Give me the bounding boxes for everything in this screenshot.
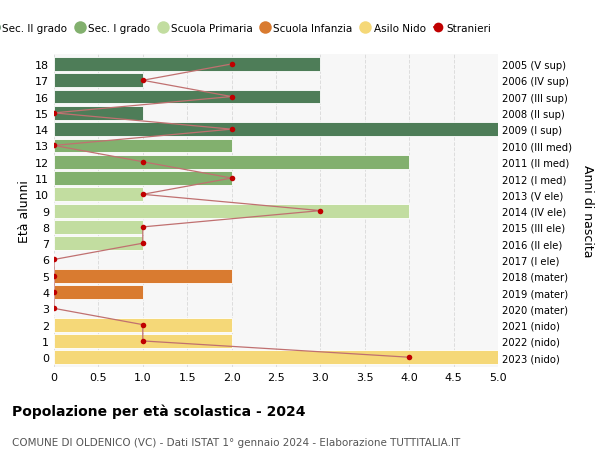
Y-axis label: Età alunni: Età alunni — [18, 180, 31, 242]
Text: Popolazione per età scolastica - 2024: Popolazione per età scolastica - 2024 — [12, 404, 305, 419]
Point — [49, 273, 59, 280]
Bar — [54, 172, 232, 185]
Point — [49, 305, 59, 312]
Y-axis label: Anni di nascita: Anni di nascita — [581, 165, 593, 257]
Bar — [54, 237, 143, 251]
Bar — [54, 204, 409, 218]
Point — [49, 110, 59, 117]
Point — [138, 337, 148, 345]
Bar — [54, 156, 409, 169]
Point — [227, 61, 236, 68]
Point — [138, 159, 148, 166]
Point — [49, 142, 59, 150]
Text: COMUNE DI OLDENICO (VC) - Dati ISTAT 1° gennaio 2024 - Elaborazione TUTTITALIA.I: COMUNE DI OLDENICO (VC) - Dati ISTAT 1° … — [12, 437, 460, 447]
Point — [49, 289, 59, 296]
Point — [227, 126, 236, 134]
Point — [138, 240, 148, 247]
Bar — [54, 58, 320, 72]
Point — [404, 354, 414, 361]
Bar — [54, 269, 232, 283]
Point — [138, 224, 148, 231]
Bar — [54, 90, 320, 104]
Bar — [54, 334, 232, 348]
Bar — [54, 123, 498, 137]
Bar — [54, 188, 143, 202]
Point — [138, 191, 148, 199]
Point — [227, 175, 236, 182]
Point — [138, 78, 148, 85]
Legend: Sec. II grado, Sec. I grado, Scuola Primaria, Scuola Infanzia, Asilo Nido, Stran: Sec. II grado, Sec. I grado, Scuola Prim… — [0, 20, 496, 38]
Point — [316, 207, 325, 215]
Point — [227, 94, 236, 101]
Bar — [54, 139, 232, 153]
Point — [138, 321, 148, 329]
Bar — [54, 106, 143, 121]
Bar — [54, 285, 143, 299]
Bar — [54, 351, 498, 364]
Bar — [54, 220, 143, 234]
Point — [49, 256, 59, 263]
Bar — [54, 74, 143, 88]
Bar — [54, 318, 232, 332]
